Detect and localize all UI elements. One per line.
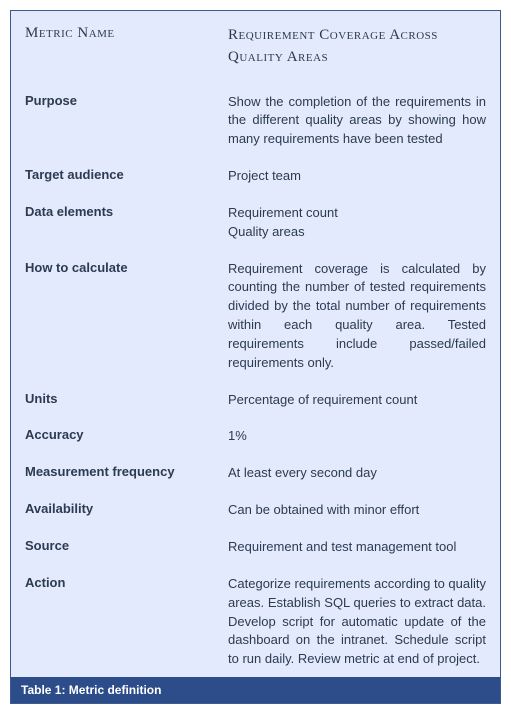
row-value: Percentage of requirement count xyxy=(214,381,500,418)
header-metric-title: Requirement Coverage Across Quality Area… xyxy=(214,11,500,83)
header-metric-name: Metric Name xyxy=(11,11,214,83)
row-label: Availability xyxy=(11,491,214,528)
row-value: 1% xyxy=(214,417,500,454)
metric-definition-panel: Metric Name Requirement Coverage Across … xyxy=(10,10,501,704)
row-label: Measurement frequency xyxy=(11,454,214,491)
row-value: At least every second day xyxy=(214,454,500,491)
row-value: Requirement and test management tool xyxy=(214,528,500,565)
row-value: Requirement countQuality areas xyxy=(214,194,500,250)
table-header-row: Metric Name Requirement Coverage Across … xyxy=(11,11,500,83)
table-row: Measurement frequencyAt least every seco… xyxy=(11,454,500,491)
row-value: Requirement coverage is calculated by co… xyxy=(214,250,500,381)
row-label: Data elements xyxy=(11,194,214,250)
table-row: ActionCategorize requirements according … xyxy=(11,565,500,677)
table-row: Data elementsRequirement countQuality ar… xyxy=(11,194,500,250)
table-row: UnitsPercentage of requirement count xyxy=(11,381,500,418)
table-row: How to calculateRequirement coverage is … xyxy=(11,250,500,381)
row-value: Can be obtained with minor effort xyxy=(214,491,500,528)
row-label: Units xyxy=(11,381,214,418)
row-value: Show the completion of the requirements … xyxy=(214,83,500,158)
metric-table: Metric Name Requirement Coverage Across … xyxy=(11,11,500,677)
row-label: Action xyxy=(11,565,214,677)
row-label: Source xyxy=(11,528,214,565)
table-caption: Table 1: Metric definition xyxy=(11,677,500,703)
row-value: Categorize requirements according to qua… xyxy=(214,565,500,677)
table-row: SourceRequirement and test management to… xyxy=(11,528,500,565)
row-label: Purpose xyxy=(11,83,214,158)
row-value: Project team xyxy=(214,157,500,194)
table-row: Target audienceProject team xyxy=(11,157,500,194)
row-label: Accuracy xyxy=(11,417,214,454)
table-row: PurposeShow the completion of the requir… xyxy=(11,83,500,158)
row-label: Target audience xyxy=(11,157,214,194)
table-row: Accuracy1% xyxy=(11,417,500,454)
table-row: AvailabilityCan be obtained with minor e… xyxy=(11,491,500,528)
row-label: How to calculate xyxy=(11,250,214,381)
